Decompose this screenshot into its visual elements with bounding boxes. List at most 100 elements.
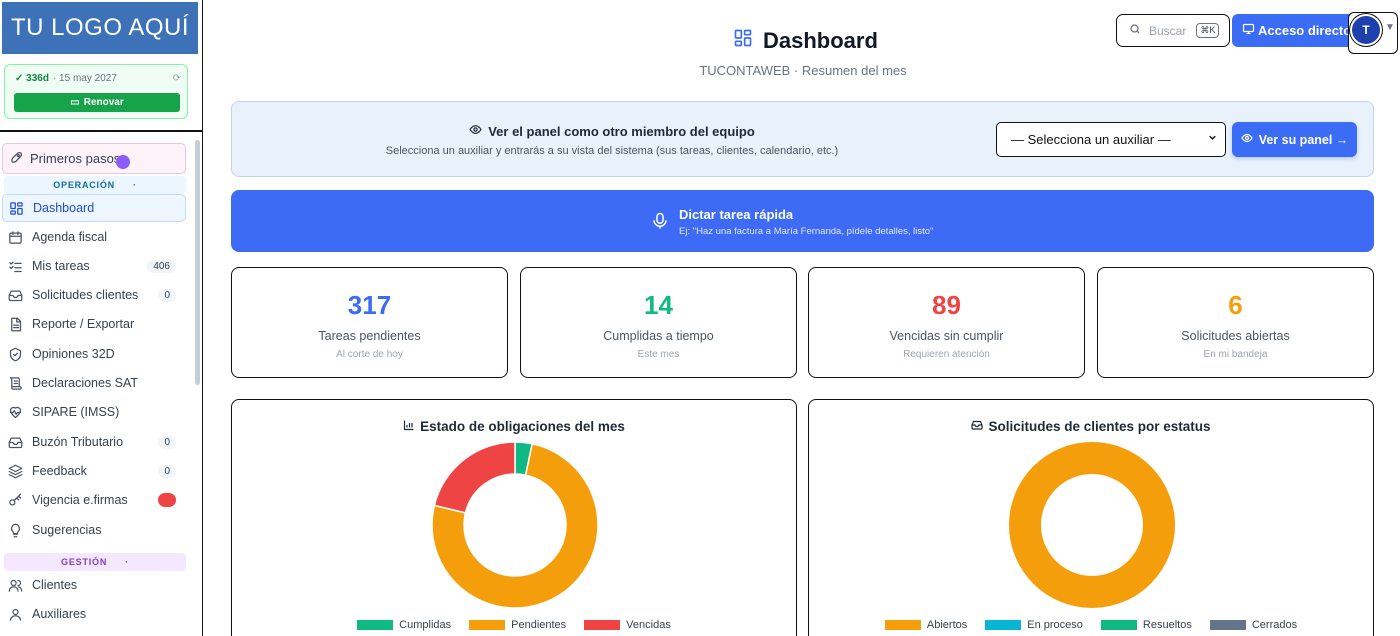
first-steps-item[interactable]: Primeros pasos <box>2 143 186 174</box>
sidebar-item-label: Agenda fiscal <box>32 230 108 244</box>
section-gestion[interactable]: GESTIÓN · <box>4 553 186 571</box>
notification-dot <box>116 155 130 169</box>
sidebar-item-reporte-exportar[interactable]: Reporte / Exportar <box>2 310 186 338</box>
stat-card-pending[interactable]: 317 Tareas pendientes Al corte de hoy <box>231 267 508 378</box>
document-icon <box>7 316 23 332</box>
quick-access-button[interactable]: Acceso directo <box>1232 14 1360 47</box>
sidebar-item-feedback[interactable]: Feedback 0 <box>2 457 186 485</box>
user-menu[interactable]: T ▼ <box>1348 12 1398 54</box>
sidebar-item-label: Opiniones 32D <box>32 347 115 361</box>
legend-swatch <box>357 620 394 630</box>
legend-swatch <box>1209 620 1246 630</box>
stat-sublabel: Al corte de hoy <box>336 349 403 360</box>
page-title: Dashboard <box>733 28 878 54</box>
sidebar-item-declaraciones-sat[interactable]: Declaraciones SAT <box>2 369 186 397</box>
chevron-down-icon <box>1207 132 1218 146</box>
refresh-icon[interactable]: ⟳ <box>172 73 181 84</box>
chart-title: Estado de obligaciones del mes <box>232 419 796 434</box>
legend-label: Pendientes <box>511 619 567 631</box>
sidebar-item-vigencia-e-firmas[interactable]: Vigencia e.firmas 1 <box>2 486 186 514</box>
sidebar-item-sugerencias[interactable]: Sugerencias <box>2 516 186 544</box>
section-operacion[interactable]: OPERACIÓN · <box>4 176 186 194</box>
stat-label: Vencidas sin cumplir <box>889 329 1004 343</box>
stat-value: 6 <box>1228 290 1243 320</box>
avatar[interactable]: T <box>1352 16 1380 44</box>
search-box[interactable]: Buscar ⌘K <box>1116 14 1230 47</box>
sidebar-item-auxiliares[interactable]: Auxiliares <box>2 600 186 628</box>
legend-item[interactable]: Cumplidas <box>357 619 451 631</box>
view-panel-button[interactable]: Ver su panel → <box>1232 122 1357 157</box>
grid-icon <box>733 28 753 54</box>
legend-label: Resueltos <box>1142 619 1192 631</box>
count-badge: 406 <box>147 259 176 273</box>
sidebar-item-label: Dashboard <box>33 201 95 215</box>
stat-sublabel: Requieren atención <box>903 349 990 360</box>
search-shortcut: ⌘K <box>1196 23 1220 38</box>
sidebar-item-dashboard[interactable]: Dashboard <box>2 194 186 222</box>
legend-item[interactable]: Vencidas <box>584 619 671 631</box>
stat-label: Cumplidas a tiempo <box>603 329 714 343</box>
legend-item[interactable]: En proceso <box>985 619 1083 631</box>
eye-icon <box>1240 132 1253 147</box>
legend-item[interactable]: Pendientes <box>469 619 566 631</box>
requests-donut-chart[interactable] <box>809 442 1374 617</box>
donut-slice-vencidas[interactable] <box>433 442 516 514</box>
search-icon <box>1129 23 1141 38</box>
sidebar-item-agenda-fiscal[interactable]: Agenda fiscal <box>2 223 186 251</box>
legend-item[interactable]: Resueltos <box>1100 619 1192 631</box>
stat-value: 89 <box>932 290 961 320</box>
dictate-title: Dictar tarea rápida <box>679 207 794 222</box>
sidebar-scrollbar[interactable] <box>195 140 200 385</box>
legend-label: En proceso <box>1027 619 1083 631</box>
stat-card-requests[interactable]: 6 Solicitudes abiertas En mi bandeja <box>1097 267 1374 378</box>
legend-swatch <box>469 620 506 630</box>
sidebar-item-mis-tareas[interactable]: Mis tareas 406 <box>2 252 186 280</box>
subscription-card: ✓ 336d · 15 may 2027 ⟳ ▭ Renovar <box>4 64 188 119</box>
donut-slice-abiertos[interactable] <box>1009 442 1175 608</box>
count-badge: 0 <box>158 435 176 449</box>
sidebar-item-label: Declaraciones SAT <box>32 376 139 390</box>
chevron-down-icon[interactable]: ▼ <box>1385 22 1395 33</box>
view-panel-label: Ver su panel → <box>1258 132 1349 147</box>
sidebar-item-clientes[interactable]: Clientes <box>2 571 186 599</box>
legend-swatch <box>1100 620 1137 630</box>
legend-label: Abiertos <box>926 619 968 631</box>
renew-button[interactable]: ▭ Renovar <box>14 93 180 112</box>
quick-access-label: Acceso directo <box>1258 23 1352 38</box>
dictate-example: Ej: "Haz una factura a María Fernanda, p… <box>679 226 934 237</box>
chevron-icon: · <box>125 557 129 567</box>
legend-item[interactable]: Cerrados <box>1209 619 1297 631</box>
subscription-row: ✓ 336d · 15 may 2027 ⟳ <box>15 73 181 84</box>
users-icon <box>7 577 23 593</box>
logo: TU LOGO AQUÍ <box>2 2 198 54</box>
dictate-task-banner[interactable]: Dictar tarea rápida Ej: "Haz una factura… <box>231 190 1374 252</box>
stat-label: Tareas pendientes <box>318 329 421 343</box>
sidebar-item-label: Sugerencias <box>32 523 102 537</box>
chart-legend: Cumplidas Pendientes Vencidas <box>232 619 796 631</box>
chart-legend: Abiertos En proceso Resueltos Cerrados <box>809 619 1373 631</box>
sidebar-item-buz-n-tributario[interactable]: Buzón Tributario 0 <box>2 428 186 456</box>
stat-sublabel: Este mes <box>637 349 680 360</box>
count-badge: 0 <box>158 288 176 302</box>
sidebar-item-opiniones-32d[interactable]: Opiniones 32D <box>2 340 186 368</box>
stat-card-on-time[interactable]: 14 Cumplidas a tiempo Este mes <box>520 267 797 378</box>
obligations-donut-chart[interactable] <box>232 442 797 617</box>
subscription-days: ✓ 336d <box>15 73 49 84</box>
scroll-icon <box>7 375 23 391</box>
sidebar-item-label: Clientes <box>32 578 78 592</box>
sidebar-item-solicitudes-clientes[interactable]: Solicitudes clientes 0 <box>2 281 186 309</box>
rocket-icon <box>9 150 24 168</box>
sidebar-item-label: Auxiliares <box>32 607 87 621</box>
shield-check-icon <box>7 346 23 362</box>
stat-value: 14 <box>644 290 673 320</box>
stat-card-overdue[interactable]: 89 Vencidas sin cumplir Requieren atenci… <box>808 267 1085 378</box>
auxiliar-select[interactable]: — Selecciona un auxiliar — <box>996 122 1226 157</box>
legend-item[interactable]: Abiertos <box>884 619 968 631</box>
inbox-icon <box>7 287 23 303</box>
donut-slice-pendientes[interactable] <box>431 442 599 609</box>
sidebar-item-label: Buzón Tributario <box>32 435 124 449</box>
user-icon <box>7 606 23 622</box>
sidebar-item-sipare-imss[interactable]: SIPARE (IMSS) <box>2 398 186 426</box>
legend-swatch <box>985 620 1022 630</box>
